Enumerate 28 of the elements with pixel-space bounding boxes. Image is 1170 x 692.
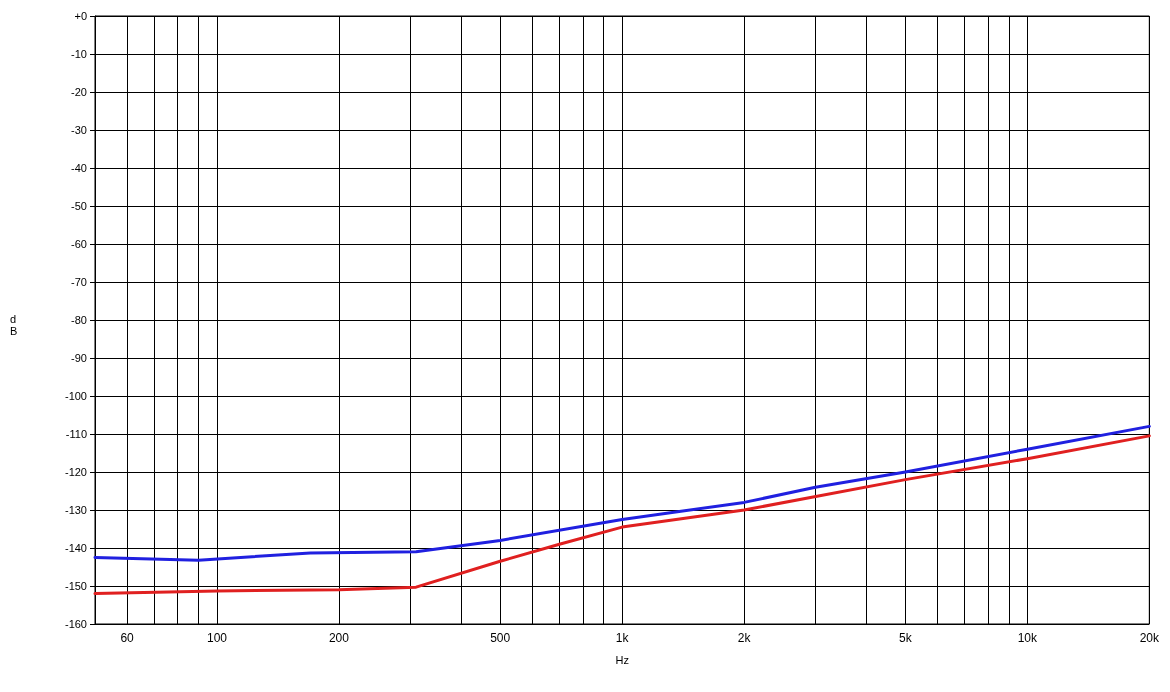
- y-tick-label: -100: [64, 390, 87, 402]
- y-tick-label: -120: [64, 466, 87, 478]
- y-tick-label: -140: [64, 542, 87, 554]
- y-axis-title: dB: [10, 313, 18, 337]
- y-tick-label: -70: [71, 276, 87, 288]
- y-tick-label: -60: [71, 238, 87, 250]
- y-tick-label: -80: [71, 314, 87, 326]
- x-tick-label: 100: [206, 631, 228, 645]
- x-axis-title: Hz: [615, 653, 629, 666]
- y-tick-label: -160: [64, 618, 87, 630]
- y-tick-label: -110: [65, 428, 87, 440]
- y-tick-label: -150: [64, 580, 87, 592]
- x-tick-label: 200: [328, 631, 350, 645]
- x-tick-label: 10k: [1017, 631, 1039, 645]
- x-tick-label: 20k: [1139, 631, 1160, 645]
- y-tick-label: -50: [71, 200, 87, 212]
- y-tick-label: -30: [71, 124, 87, 136]
- x-tick-label: 500: [490, 631, 511, 645]
- y-tick-label: +0: [74, 10, 87, 22]
- y-tick-label: -90: [71, 352, 87, 364]
- y-tick-label: -10: [71, 48, 87, 60]
- y-tick-label: -40: [71, 162, 87, 174]
- x-tick-label: 1k: [615, 631, 630, 645]
- x-tick-label: 5k: [899, 631, 913, 645]
- y-tick-label: -130: [64, 504, 87, 516]
- x-tick-label: 60: [120, 631, 135, 645]
- x-tick-label: 2k: [737, 631, 752, 645]
- y-tick-label: -20: [71, 86, 87, 98]
